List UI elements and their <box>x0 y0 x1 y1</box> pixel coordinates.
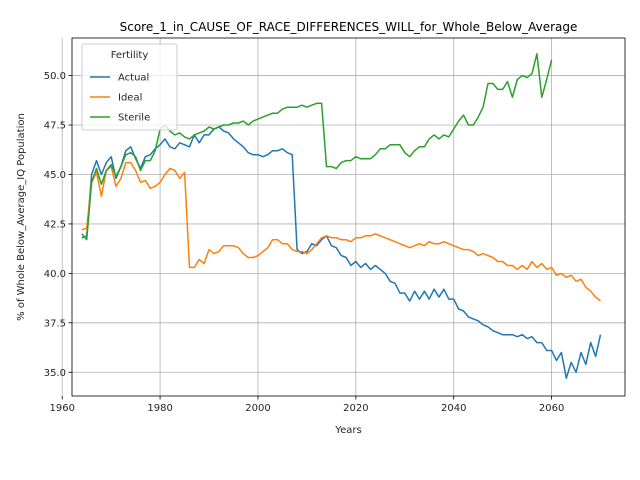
x-tick-label: 2020 <box>343 403 368 414</box>
series-line-actual <box>81 126 602 379</box>
x-tick-label: 1960 <box>49 403 74 414</box>
legend-label-ideal: Ideal <box>118 93 142 104</box>
legend-label-actual: Actual <box>118 73 149 84</box>
legend-label-sterile: Sterile <box>118 113 150 124</box>
y-tick-label: 37.5 <box>44 318 66 329</box>
y-tick-label: 40.0 <box>44 269 66 280</box>
x-tick-label: 1980 <box>147 403 172 414</box>
y-tick-label: 47.5 <box>44 121 66 132</box>
legend-items: Actual Ideal Sterile <box>90 73 150 124</box>
grid <box>61 38 625 396</box>
legend-box <box>81 43 178 131</box>
legend-title: Fertility <box>111 50 149 61</box>
y-tick-label: 35.0 <box>44 368 66 379</box>
x-tick-label: 2000 <box>245 403 270 414</box>
axis-ticks: 1960 1980 2000 2020 2040 2060 35.0 37.5 40.0 42.5… <box>44 71 565 414</box>
x-tick-label: 2040 <box>441 403 466 414</box>
chart-title: Score_1_in_CAUSE_OF_RACE_DIFFERENCES_WIL… <box>120 20 578 34</box>
y-tick-label: 42.5 <box>44 219 66 230</box>
y-tick-label: 50.0 <box>44 71 66 82</box>
y-axis-label: % of Whole Below_Average_IQ Population <box>16 113 27 321</box>
legend: Fertility Actual Ideal Sterile <box>81 43 178 131</box>
x-axis-label: Years <box>334 425 361 436</box>
series-line-ideal <box>81 161 601 302</box>
y-tick-label: 45.0 <box>44 170 66 181</box>
x-tick-label: 2060 <box>539 403 564 414</box>
plot-frame <box>71 37 626 397</box>
